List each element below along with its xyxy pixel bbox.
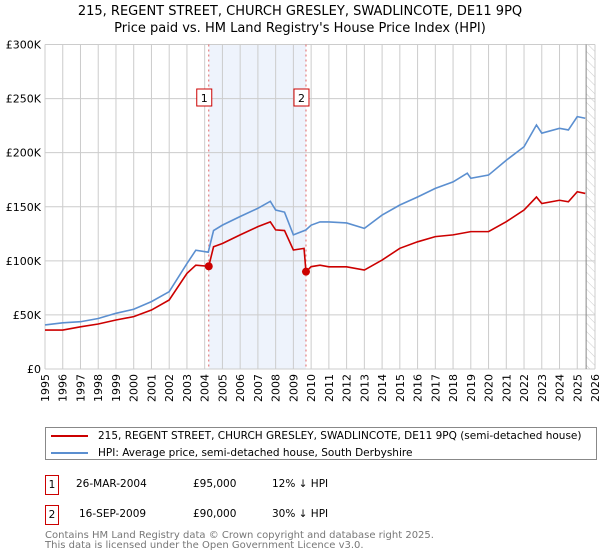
x-tick-label: 2004 xyxy=(199,374,212,402)
x-tick-label: 2005 xyxy=(216,374,229,402)
y-tick-label: £0 xyxy=(27,363,41,376)
y-tick-label: £300K xyxy=(6,39,42,52)
sale-label-box xyxy=(196,88,213,107)
transaction-date: 26-MAR-2004 xyxy=(76,478,147,490)
x-tick-label: 2009 xyxy=(287,374,300,402)
transaction-date: 16-SEP-2009 xyxy=(79,508,147,520)
sale-point xyxy=(301,267,310,276)
x-tick-label: 2010 xyxy=(305,374,318,402)
y-tick-label: £50K xyxy=(13,309,42,322)
x-tick-label: 2021 xyxy=(500,374,513,402)
legend-item-property: 215, REGENT STREET, CHURCH GRESLEY, SWAD… xyxy=(51,427,582,445)
x-tick-label: 1999 xyxy=(110,374,123,402)
sale-label-box xyxy=(293,88,310,107)
transaction-hpi: 30% ↓ HPI xyxy=(272,508,329,520)
x-tick-label: 2014 xyxy=(376,374,389,402)
y-tick-label: £100K xyxy=(6,255,42,268)
x-tick-label: 2019 xyxy=(465,374,478,402)
sale-label: 1 xyxy=(201,92,208,105)
x-tick-label: 1997 xyxy=(74,374,87,402)
x-tick-label: 2026 xyxy=(589,374,600,402)
x-tick-label: 2015 xyxy=(394,374,407,402)
transaction-number: 1 xyxy=(45,475,59,495)
x-tick-label: 2025 xyxy=(571,374,584,402)
footer-line: This data is licensed under the Open Gov… xyxy=(45,540,364,551)
x-tick-label: 1998 xyxy=(92,374,105,402)
chart-subtitle: Price paid vs. HM Land Registry's House … xyxy=(114,21,486,36)
x-tick-label: 2006 xyxy=(234,374,247,402)
x-tick-label: 2000 xyxy=(128,374,141,402)
footer-line: Contains HM Land Registry data © Crown c… xyxy=(45,530,434,541)
transaction-price: £90,000 xyxy=(193,508,237,520)
sale-label: 2 xyxy=(298,92,305,105)
x-tick-label: 2001 xyxy=(145,374,158,402)
y-tick-label: £200K xyxy=(6,147,42,160)
legend-label: 215, REGENT STREET, CHURCH GRESLEY, SWAD… xyxy=(98,430,582,442)
y-tick-label: £250K xyxy=(6,93,42,106)
x-tick-label: 2020 xyxy=(483,374,496,402)
chart-title: 215, REGENT STREET, CHURCH GRESLEY, SWAD… xyxy=(77,4,523,19)
x-tick-label: 2016 xyxy=(412,374,425,402)
x-tick-label: 2013 xyxy=(358,374,371,402)
legend-label: HPI: Average price, semi-detached house,… xyxy=(98,447,413,459)
x-tick-label: 2018 xyxy=(447,374,460,402)
series-line xyxy=(44,115,586,326)
transaction-hpi: 12% ↓ HPI xyxy=(272,478,329,490)
x-tick-label: 2017 xyxy=(429,374,442,402)
x-tick-label: 2002 xyxy=(163,374,176,402)
x-tick-label: 2012 xyxy=(341,374,354,402)
x-tick-label: 2024 xyxy=(554,374,567,402)
transaction-number: 2 xyxy=(45,505,59,525)
transaction-price: £95,000 xyxy=(193,478,237,490)
price-chart: 1995 1996 1997 1998 1999 2000 2001 2002 2003 2004… xyxy=(6,39,600,403)
legend-item-hpi: HPI: Average price, semi-detached house,… xyxy=(51,444,412,462)
x-tick-label: 2022 xyxy=(518,374,531,402)
x-tick-label: 1996 xyxy=(57,374,70,402)
footer: Contains HM Land Registry data © Crown c… xyxy=(45,531,434,551)
x-tick-label: 2003 xyxy=(181,374,194,402)
x-tick-label: 2008 xyxy=(270,374,283,402)
y-tick-label: £150K xyxy=(6,201,42,214)
sale-point xyxy=(204,262,213,271)
x-tick-label: 2011 xyxy=(323,374,336,402)
x-tick-label: 2007 xyxy=(252,374,265,402)
chart-legend: 215, REGENT STREET, CHURCH GRESLEY, SWAD… xyxy=(45,427,597,460)
x-tick-label: 1995 xyxy=(39,374,52,402)
x-tick-label: 2023 xyxy=(536,374,549,402)
